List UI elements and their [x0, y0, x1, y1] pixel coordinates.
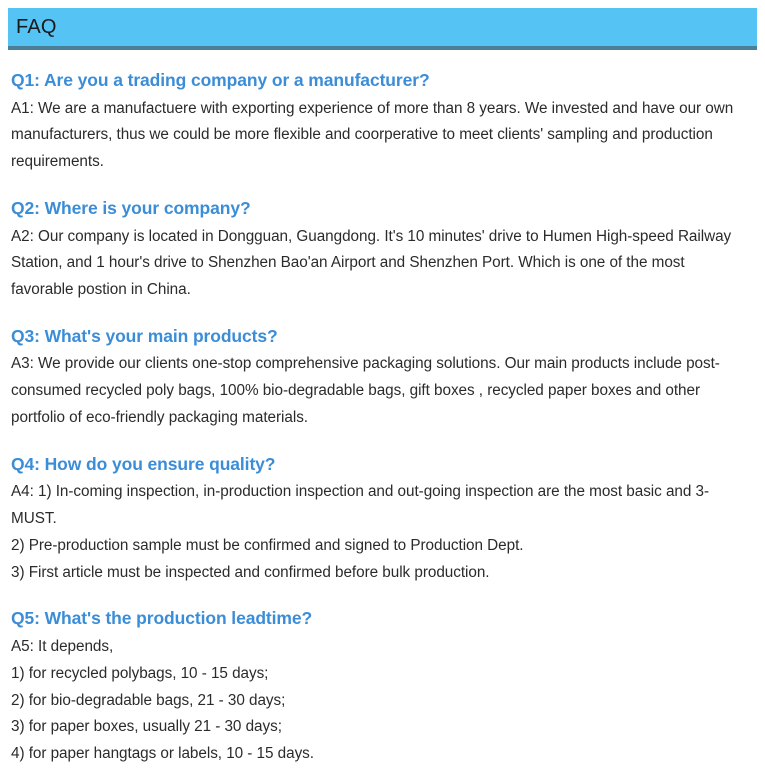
faq-question: Q1: Are you a trading company or a manuf…: [11, 70, 430, 90]
faq-question: Q5: What's the production leadtime?: [11, 608, 313, 629]
faq-item: Q2: Where is your company? A2: Our compan…: [11, 197, 751, 304]
faq-answer: A2: Our company is located in Dongguan, …: [11, 224, 751, 304]
faq-answer: A5: It depends, 1) for recycled polybags,…: [11, 634, 751, 768]
faq-item: Q3: What's your main products? A3: We pro…: [11, 325, 751, 432]
faq-answer: A4: 1) In-coming inspection, in-producti…: [11, 479, 751, 586]
faq-answer-line: A5: It depends,: [11, 638, 114, 656]
faq-question: Q4: How do you ensure quality?: [11, 453, 276, 474]
faq-item: Q1: Are you a trading company or a manuf…: [11, 69, 751, 176]
faq-answer: A3: We provide our clients one-stop comp…: [11, 351, 751, 431]
faq-answer-line: A2: Our company is located in Dongguan, …: [11, 227, 732, 299]
faq-list: Q1: Are you a trading company or a manuf…: [0, 69, 765, 768]
faq-page: FAQ Q1: Are you a trading company or a m…: [0, 8, 765, 762]
faq-answer-line: A1: We are a manufactuere with exporting…: [11, 99, 734, 171]
faq-answer: A1: We are a manufactuere with exporting…: [11, 96, 751, 176]
faq-answer-line: A4: 1) In-coming inspection, in-producti…: [11, 483, 710, 528]
faq-answer-line: 4) for paper hangtags or labels, 10 - 15…: [11, 745, 314, 763]
faq-answer-line: 1) for recycled polybags, 10 - 15 days;: [11, 664, 269, 682]
faq-question: Q3: What's your main products?: [11, 325, 278, 346]
page-title: FAQ: [16, 16, 57, 38]
faq-answer-line: 3) for paper boxes, usually 21 - 30 days…: [11, 718, 282, 736]
faq-question: Q2: Where is your company?: [11, 197, 251, 218]
faq-item: Q4: How do you ensure quality? A4: 1) In-…: [11, 453, 751, 587]
faq-answer-line: 2) Pre-production sample must be confirm…: [11, 536, 524, 554]
faq-header-banner: FAQ: [8, 8, 757, 50]
faq-answer-line: 3) First article must be inspected and c…: [11, 563, 490, 581]
faq-item: Q5: What's the production leadtime? A5: I…: [11, 607, 751, 767]
faq-answer-line: 2) for bio-degradable bags, 21 - 30 days…: [11, 691, 286, 709]
faq-answer-line: A3: We provide our clients one-stop comp…: [11, 355, 720, 426]
